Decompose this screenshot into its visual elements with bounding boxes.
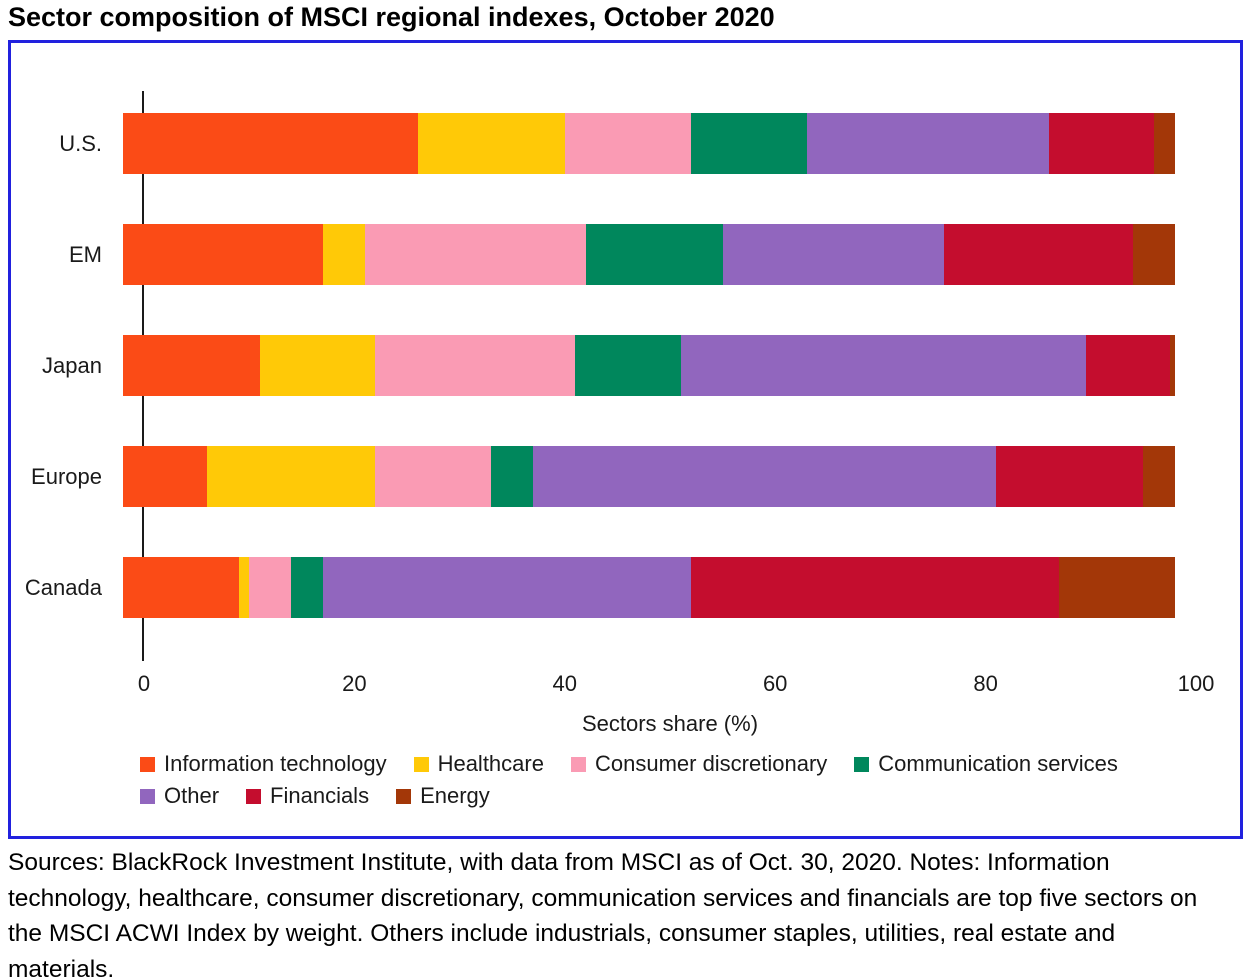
legend-label: Energy bbox=[420, 783, 490, 808]
x-axis-ticks: 0 20 40 60 80 100 bbox=[138, 671, 1214, 699]
bar-segment-information-technology bbox=[123, 557, 239, 618]
x-axis-title: Sectors share (%) bbox=[581, 711, 759, 736]
bar-row-japan: Japan bbox=[11, 335, 1240, 396]
bar-segment-communication-services bbox=[491, 446, 534, 507]
bar-segment-consumer-discretionary bbox=[249, 557, 292, 618]
bar-segment-other bbox=[806, 113, 1049, 174]
bar-segment-communication-services bbox=[291, 557, 323, 618]
category-label-u-s-: U.S. bbox=[59, 130, 102, 156]
bar-segment-healthcare bbox=[322, 224, 365, 285]
category-label-canada: Canada bbox=[24, 574, 102, 600]
bar-segment-healthcare bbox=[259, 335, 376, 396]
bar-segment-other bbox=[322, 557, 692, 618]
stacked-bar-europe bbox=[123, 446, 1175, 507]
bar-segment-financials bbox=[691, 557, 1060, 618]
bar-segment-healthcare bbox=[207, 446, 376, 507]
stacked-bar-em bbox=[123, 224, 1175, 285]
stacked-bar-japan bbox=[123, 335, 1175, 396]
bar-segment-energy bbox=[1153, 113, 1175, 174]
x-tick-20: 20 bbox=[342, 671, 367, 696]
bar-rows: U.S. EM Japan Europe Canada bbox=[11, 113, 1240, 668]
bar-row-europe: Europe bbox=[11, 446, 1240, 507]
bar-segment-financials bbox=[943, 224, 1133, 285]
bar-row-canada: Canada bbox=[11, 557, 1240, 618]
legend-row-1: Information technology Healthcare Consumer… bbox=[140, 751, 1230, 777]
category-label-europe: Europe bbox=[31, 463, 102, 489]
legend-swatch-icon bbox=[140, 788, 155, 804]
bar-segment-other bbox=[680, 335, 1086, 396]
legend-label: Information technology bbox=[164, 751, 387, 776]
category-label-em: EM bbox=[69, 241, 102, 267]
bar-segment-information-technology bbox=[123, 113, 418, 174]
legend-label: Financials bbox=[270, 783, 370, 808]
legend-label: Other bbox=[164, 783, 220, 808]
legend-item-consumer-discretionary: Consumer discretionary bbox=[570, 751, 828, 777]
legend-item-other: Other bbox=[140, 783, 219, 809]
legend-swatch-icon bbox=[413, 756, 429, 772]
bar-segment-consumer-discretionary bbox=[375, 446, 492, 507]
legend-label: Consumer discretionary bbox=[594, 751, 828, 776]
bar-segment-financials bbox=[1085, 335, 1170, 396]
legend-item-energy: Energy bbox=[396, 783, 490, 809]
bar-segment-financials bbox=[996, 446, 1144, 507]
bar-segment-healthcare bbox=[238, 557, 250, 618]
bar-segment-other bbox=[722, 224, 944, 285]
legend-row-2: Other Financials Energy bbox=[140, 783, 1230, 809]
x-tick-0: 0 bbox=[137, 671, 151, 696]
bar-segment-communication-services bbox=[691, 113, 807, 174]
plot-area: U.S. EM Japan Europe Canada 0 20 40 60 80 100 Sec… bbox=[11, 43, 1240, 836]
bar-segment-energy bbox=[1143, 446, 1175, 507]
bar-segment-information-technology bbox=[123, 224, 323, 285]
legend-item-communication-services: Communication services bbox=[854, 751, 1118, 777]
bar-segment-healthcare bbox=[417, 113, 565, 174]
bar-segment-other bbox=[533, 446, 997, 507]
category-label-japan: Japan bbox=[42, 352, 102, 378]
source-note: Sources: BlackRock Investment Institute,… bbox=[8, 849, 1198, 978]
legend-label: Communication services bbox=[878, 751, 1118, 776]
legend: Information technology Healthcare Consumer… bbox=[140, 751, 1230, 815]
bar-row-u-s-: U.S. bbox=[11, 113, 1240, 174]
bar-segment-consumer-discretionary bbox=[564, 113, 692, 174]
x-tick-40: 40 bbox=[552, 671, 578, 696]
bar-segment-consumer-discretionary bbox=[364, 224, 586, 285]
legend-item-financials: Financials bbox=[246, 783, 369, 809]
x-tick-80: 80 bbox=[973, 671, 998, 696]
bar-row-em: EM bbox=[11, 224, 1240, 285]
bar-segment-communication-services bbox=[585, 224, 723, 285]
chart-frame: U.S. EM Japan Europe Canada 0 20 40 60 80 100 Sec… bbox=[8, 40, 1243, 839]
legend-item-information-technology: Information technology bbox=[140, 751, 387, 777]
x-tick-100: 100 bbox=[1177, 671, 1215, 696]
bar-segment-energy bbox=[1059, 557, 1175, 618]
legend-swatch-icon bbox=[396, 788, 412, 804]
legend-swatch-icon bbox=[570, 756, 586, 772]
legend-item-healthcare: Healthcare bbox=[413, 751, 544, 777]
stacked-bar-canada bbox=[123, 557, 1175, 618]
bar-segment-energy bbox=[1132, 224, 1175, 285]
bar-segment-financials bbox=[1048, 113, 1154, 174]
legend-swatch-icon bbox=[140, 756, 155, 772]
legend-label: Healthcare bbox=[437, 751, 544, 776]
stacked-bar-u-s- bbox=[123, 113, 1175, 174]
legend-swatch-icon bbox=[854, 756, 870, 772]
bar-segment-information-technology bbox=[123, 335, 260, 396]
x-tick-60: 60 bbox=[762, 671, 788, 696]
bar-segment-consumer-discretionary bbox=[375, 335, 576, 396]
bar-segment-energy bbox=[1169, 335, 1175, 396]
legend-swatch-icon bbox=[246, 788, 262, 804]
bar-segment-communication-services bbox=[575, 335, 681, 396]
page-title: Sector composition of MSCI regional inde… bbox=[8, 2, 775, 32]
bar-segment-information-technology bbox=[123, 446, 208, 507]
